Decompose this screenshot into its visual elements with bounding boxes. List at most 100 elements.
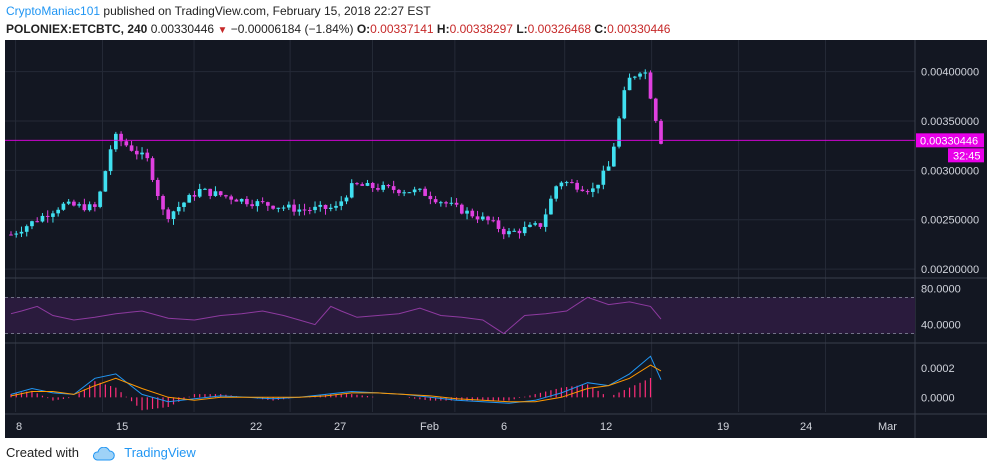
candle-body (391, 186, 396, 190)
candle-body (459, 204, 464, 214)
candle-body (323, 204, 328, 209)
candle-body (617, 118, 621, 147)
candle-body (66, 201, 71, 204)
candle-body (145, 152, 150, 159)
time-tick-label: Mar (878, 421, 897, 433)
candle-body (433, 199, 438, 203)
candle-body (93, 204, 97, 207)
last-price: 0.00330446 (150, 22, 215, 36)
candle-body (596, 184, 600, 189)
candle-body (313, 206, 317, 211)
time-tick-label: 12 (600, 421, 612, 433)
candle-body (606, 166, 611, 171)
candle-body (155, 179, 160, 196)
author-link[interactable]: CryptoManiac101 (6, 4, 101, 18)
time-tick-label: 27 (334, 421, 346, 433)
candle-body (543, 214, 548, 227)
candle-body (307, 210, 312, 212)
candle-body (119, 133, 123, 142)
candle-body (355, 183, 359, 185)
candle-body (161, 195, 165, 210)
candle-body (475, 216, 480, 220)
candle-body (72, 201, 76, 206)
price-tick-label: 0.00200000 (921, 264, 979, 276)
macd-tick-label: 0.0000 (921, 392, 955, 404)
candle-body (575, 182, 579, 190)
candle-body (549, 198, 553, 215)
candle-body (439, 202, 443, 204)
candle-body (659, 120, 663, 144)
candle-body (402, 192, 406, 194)
candle-body (203, 188, 207, 190)
publish-line: CryptoManiac101 published on TradingView… (6, 4, 431, 18)
candle-body (108, 149, 113, 172)
candle-body (465, 210, 469, 214)
candle-body (632, 76, 637, 78)
candle-body (653, 98, 658, 121)
candle-body (444, 202, 448, 204)
candle-body (428, 195, 433, 200)
candle-body (176, 206, 181, 212)
candle-body (627, 77, 632, 91)
open-label: O: (356, 22, 371, 36)
candle-body (638, 73, 642, 77)
price-tick-label: 0.00300000 (921, 165, 979, 177)
candle-body (454, 202, 459, 205)
candle-body (512, 230, 517, 232)
open-value: 0.00337141 (370, 22, 434, 36)
candle-body (14, 233, 19, 235)
candle-body (554, 186, 558, 199)
time-tick-label: 8 (16, 421, 22, 433)
candle-body (45, 215, 50, 217)
candle-body (622, 90, 627, 119)
tradingview-brand[interactable]: TradingView (124, 445, 196, 460)
candle-body (239, 198, 244, 202)
candle-body (559, 182, 564, 187)
candle-body (297, 209, 302, 212)
candle-body (208, 188, 213, 196)
chart-canvas[interactable]: 0.00330446 32:45 0.00400000 0.00350000 0.003… (5, 40, 987, 438)
symbol-line: POLONIEX:ETCBTC, 240 0.00330446 ▼ −0.000… (6, 22, 670, 36)
candle-body (318, 204, 323, 207)
candle-body (129, 145, 134, 151)
candle-body (187, 195, 192, 203)
candle-body (197, 188, 202, 197)
time-tick-label: 24 (800, 421, 812, 433)
candle-body (564, 182, 569, 184)
candle-body (528, 224, 532, 227)
close-value: 0.00330446 (607, 22, 671, 36)
symbol-name: POLONIEX:ETCBTC, 240 (6, 22, 148, 36)
time-tick-label: Feb (420, 421, 439, 433)
candle-body (266, 202, 270, 206)
candle-body (538, 223, 543, 227)
low-value: 0.00326468 (527, 22, 592, 36)
last-price-label: 0.00330446 (920, 135, 978, 147)
candle-body (344, 197, 349, 202)
candle-body (423, 188, 427, 196)
candle-body (397, 189, 401, 194)
candle-body (9, 234, 13, 236)
candle-body (292, 204, 296, 212)
published-text: published on TradingView.com, February 1… (100, 4, 431, 18)
time-tick-label: 22 (250, 421, 262, 433)
candle-body (213, 191, 218, 196)
time-tick-label: 6 (501, 421, 507, 433)
candle-body (507, 231, 511, 235)
created-with-text: Created with (6, 445, 79, 460)
candle-body (449, 202, 454, 204)
candle-body (412, 189, 417, 193)
candle-body (30, 221, 34, 227)
candle-body (271, 205, 275, 209)
candle-body (229, 196, 233, 200)
candle-body (134, 150, 139, 155)
candle-body (496, 220, 501, 229)
candle-body (276, 207, 281, 209)
candle-body (339, 201, 344, 206)
rsi-tick-label: 40.0000 (921, 320, 961, 332)
candle-body (182, 202, 186, 207)
candle-body (35, 221, 40, 223)
candle-body (51, 213, 55, 217)
candle-body (370, 183, 375, 189)
candle-body (501, 228, 506, 235)
candle-body (376, 188, 380, 190)
